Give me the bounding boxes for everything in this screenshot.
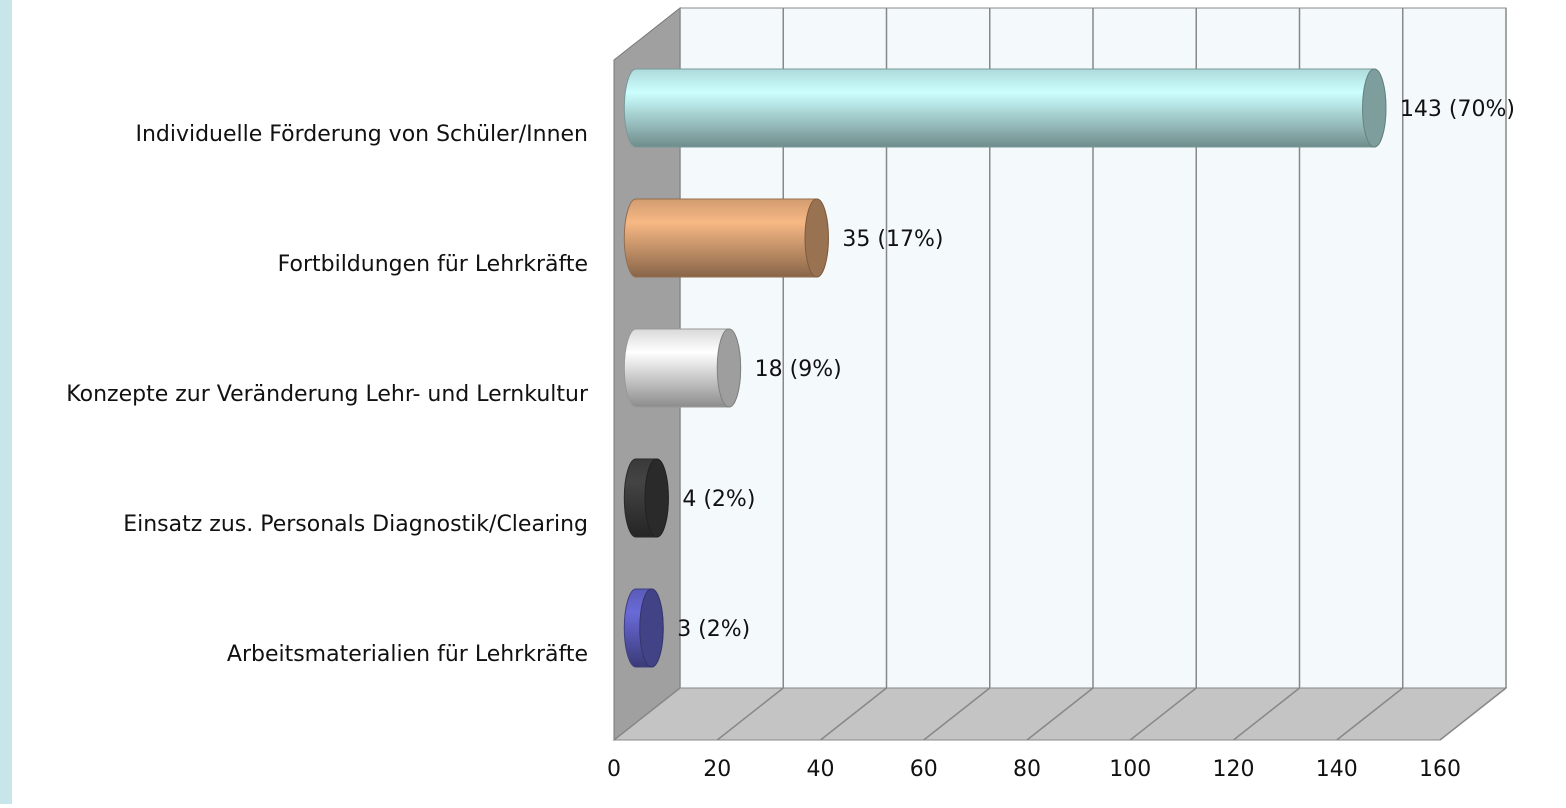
floor-grid-line [1026, 687, 1094, 741]
floor-grid-line [716, 687, 784, 741]
x-tick-label: 80 [1013, 757, 1041, 782]
y-tick-label: Konzepte zur Veränderung Lehr- und Lernk… [66, 382, 589, 407]
value-label: 18 (9%) [755, 357, 842, 382]
floor-grid-line [1129, 687, 1197, 741]
bar-cap [639, 588, 664, 668]
floor-grid-line [1439, 687, 1507, 741]
value-label: 4 (2%) [682, 487, 755, 512]
floor-grid-line [820, 687, 887, 741]
floor-grid-line [613, 687, 681, 741]
y-tick-label: Einsatz zus. Personals Diagnostik/Cleari… [123, 512, 588, 537]
x-tick-label: 0 [607, 757, 621, 782]
x-tick-label: 140 [1316, 757, 1358, 782]
value-label: 143 (70%) [1400, 97, 1515, 122]
bar-cap [1362, 68, 1387, 148]
x-tick-label: 100 [1109, 757, 1151, 782]
y-tick-label: Fortbildungen für Lehrkräfte [278, 252, 588, 277]
x-tick-label: 120 [1213, 757, 1255, 782]
left-border [0, 0, 12, 804]
bar-cap [804, 198, 829, 278]
bar [623, 68, 1387, 148]
bar-cap [644, 458, 669, 538]
floor-grid-line [923, 687, 991, 741]
x-tick-label: 40 [807, 757, 835, 782]
bar [623, 198, 829, 278]
x-tick-label: 20 [703, 757, 731, 782]
y-tick-label: Individuelle Förderung von Schüler/Innen [135, 122, 588, 147]
value-label: 3 (2%) [677, 617, 750, 642]
floor-grid-line [1233, 687, 1300, 741]
x-tick-label: 160 [1419, 757, 1461, 782]
value-label: 35 (17%) [842, 227, 943, 252]
x-tick-label: 60 [910, 757, 938, 782]
bar-cap [716, 328, 742, 408]
y-tick-label: Arbeitsmaterialien für Lehrkräfte [227, 642, 588, 667]
floor-grid-line [1336, 687, 1404, 741]
